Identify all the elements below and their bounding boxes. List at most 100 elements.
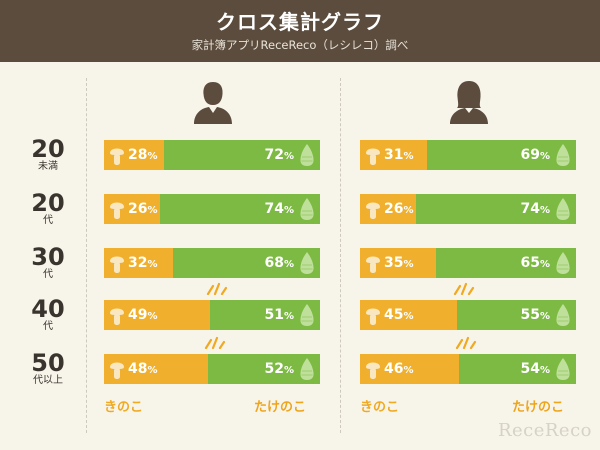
mushroom-icon [364, 358, 382, 380]
row-label-number: 30 [31, 243, 65, 271]
stacked-bar: 48% 52% [104, 354, 320, 384]
data-label-takenoko: 72% [264, 147, 294, 163]
row-label-unit: 代 [43, 215, 53, 226]
row-label-number: 50 [31, 349, 65, 377]
legend-kinoko-left: きのこ [104, 400, 144, 415]
stacked-bar: 28% 72% [104, 140, 320, 170]
data-label-kinoko: 26% [384, 201, 414, 217]
legend-kinoko-right: きのこ [360, 400, 400, 415]
data-label-kinoko: 46% [384, 361, 414, 377]
divider-center [340, 78, 341, 433]
mushroom-icon [108, 198, 126, 220]
bar-segment-takenoko: 74% [160, 194, 320, 224]
female-person-icon [446, 78, 492, 124]
row-label-number: 40 [31, 295, 65, 323]
emphasis-mark-icon [453, 280, 475, 296]
bar-segment-kinoko: 49% [104, 300, 210, 330]
stacked-bar: 26% 74% [104, 194, 320, 224]
watermark-logo: ReceReco [497, 420, 592, 441]
data-label-kinoko: 28% [128, 147, 158, 163]
bamboo-shoot-icon [554, 197, 572, 221]
bar-segment-kinoko: 35% [360, 248, 436, 278]
stacked-bar: 32% 68% [104, 248, 320, 278]
bamboo-shoot-icon [298, 197, 316, 221]
row-label-1: 20 代 [20, 191, 76, 227]
data-label-takenoko: 55% [520, 307, 550, 323]
data-label-takenoko: 69% [520, 147, 550, 163]
mushroom-icon [108, 252, 126, 274]
chart-subtitle: 家計簿アプリReceReco（レシレコ）調べ [191, 38, 409, 52]
bar-segment-takenoko: 65% [435, 248, 576, 278]
emphasis-mark-icon [204, 334, 226, 350]
mushroom-icon [108, 144, 126, 166]
emphasis-mark-icon [455, 334, 477, 350]
bar-segment-kinoko: 32% [104, 248, 174, 278]
legend-takenoko-left: たけのこ [254, 400, 307, 415]
row-label-unit: 未満 [38, 161, 58, 172]
mushroom-icon [364, 144, 382, 166]
data-label-takenoko: 74% [264, 201, 294, 217]
data-label-kinoko: 49% [128, 307, 158, 323]
data-label-takenoko: 52% [264, 361, 294, 377]
mushroom-icon [108, 358, 126, 380]
legend-takenoko-right: たけのこ [512, 400, 565, 415]
data-label-takenoko: 74% [520, 201, 550, 217]
data-label-kinoko: 45% [384, 307, 414, 323]
bar-segment-takenoko: 54% [459, 354, 576, 384]
row-label-2: 30 代 [20, 245, 76, 281]
row-label-unit: 代 [43, 321, 53, 332]
divider-left [86, 78, 87, 433]
data-label-kinoko: 31% [384, 147, 414, 163]
data-label-kinoko: 26% [128, 201, 158, 217]
bar-segment-kinoko: 48% [104, 354, 208, 384]
data-label-takenoko: 65% [520, 255, 550, 271]
data-label-kinoko: 48% [128, 361, 158, 377]
stacked-bar: 49% 51% [104, 300, 320, 330]
bar-segment-takenoko: 69% [426, 140, 576, 170]
bar-segment-kinoko: 26% [104, 194, 161, 224]
bar-segment-takenoko: 55% [457, 300, 576, 330]
data-label-takenoko: 51% [264, 307, 294, 323]
bar-segment-kinoko: 46% [360, 354, 460, 384]
row-label-unit: 代 [43, 269, 53, 280]
bamboo-shoot-icon [298, 303, 316, 327]
bar-segment-kinoko: 28% [104, 140, 165, 170]
stacked-bar: 45% 55% [360, 300, 576, 330]
stacked-bar: 26% 74% [360, 194, 576, 224]
emphasis-mark-icon [206, 280, 228, 296]
mushroom-icon [364, 198, 382, 220]
bamboo-shoot-icon [554, 143, 572, 167]
stacked-bar: 31% 69% [360, 140, 576, 170]
header-banner: クロス集計グラフ 家計簿アプリReceReco（レシレコ）調べ [0, 0, 600, 62]
chart-title: クロス集計グラフ [216, 10, 384, 34]
bar-segment-takenoko: 74% [416, 194, 576, 224]
mushroom-icon [364, 252, 382, 274]
bar-segment-kinoko: 45% [360, 300, 458, 330]
mushroom-icon [108, 304, 126, 326]
row-label-unit: 代以上 [33, 375, 63, 386]
data-label-kinoko: 32% [128, 255, 158, 271]
data-label-kinoko: 35% [384, 255, 414, 271]
row-label-4: 50 代以上 [20, 351, 76, 387]
bar-segment-takenoko: 51% [209, 300, 320, 330]
male-person-icon [190, 78, 236, 124]
bar-segment-kinoko: 31% [360, 140, 427, 170]
bamboo-shoot-icon [554, 357, 572, 381]
bar-segment-takenoko: 68% [173, 248, 320, 278]
row-label-0: 20 未満 [20, 137, 76, 173]
bamboo-shoot-icon [298, 143, 316, 167]
bamboo-shoot-icon [298, 251, 316, 275]
row-label-3: 40 代 [20, 297, 76, 333]
bamboo-shoot-icon [554, 251, 572, 275]
bamboo-shoot-icon [554, 303, 572, 327]
data-label-takenoko: 54% [520, 361, 550, 377]
row-label-number: 20 [31, 189, 65, 217]
bar-segment-kinoko: 26% [360, 194, 417, 224]
row-label-number: 20 [31, 135, 65, 163]
stacked-bar: 46% 54% [360, 354, 576, 384]
bar-segment-takenoko: 72% [164, 140, 320, 170]
bamboo-shoot-icon [298, 357, 316, 381]
mushroom-icon [364, 304, 382, 326]
stacked-bar: 35% 65% [360, 248, 576, 278]
